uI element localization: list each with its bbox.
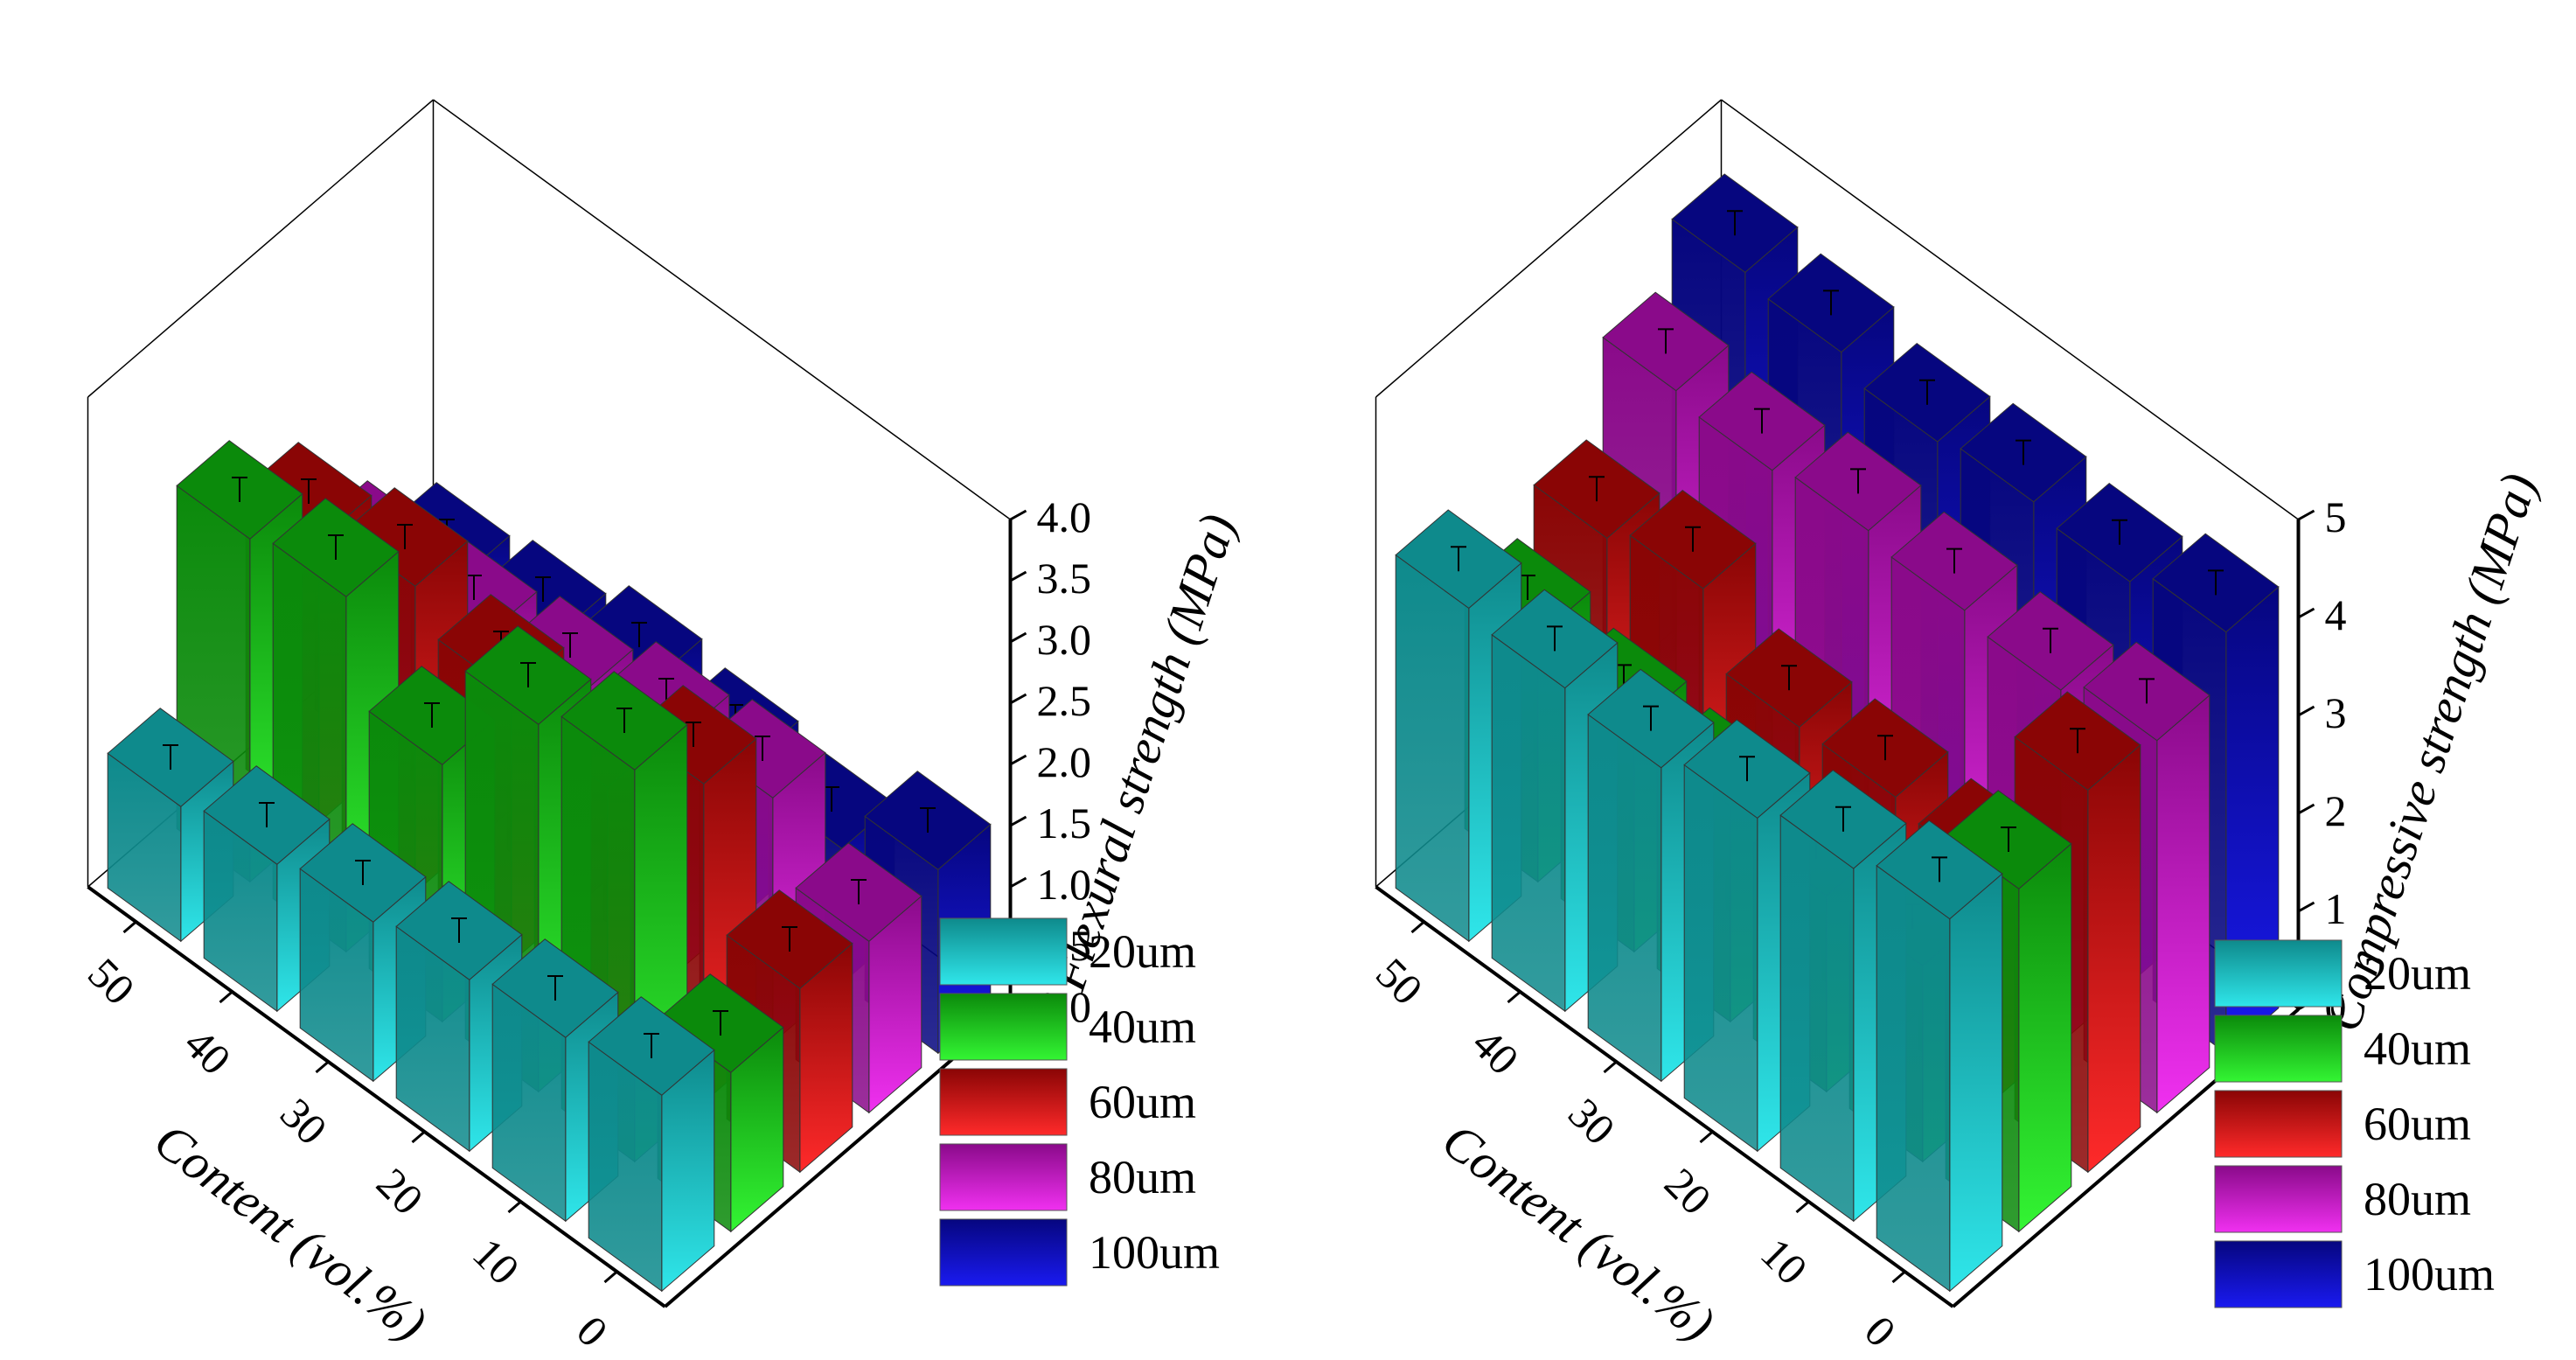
content-tick bbox=[1410, 920, 1425, 934]
content-tick bbox=[1699, 1130, 1714, 1144]
content-tick-label: 0 bbox=[1855, 1306, 1905, 1356]
strength-tick bbox=[1009, 631, 1027, 644]
bars bbox=[107, 440, 992, 1293]
content-tick-label: 10 bbox=[463, 1229, 529, 1294]
strength-tick-label: 5 bbox=[2325, 492, 2347, 541]
legend-swatch-80um bbox=[2214, 1165, 2343, 1233]
bars bbox=[1395, 173, 2280, 1293]
strength-tick bbox=[1009, 509, 1027, 521]
content-tick-label: 50 bbox=[1367, 949, 1432, 1015]
content-tick bbox=[1795, 1200, 1810, 1214]
content-tick bbox=[219, 990, 233, 1004]
content-tick bbox=[507, 1200, 522, 1214]
strength-tick-label: 3 bbox=[2325, 688, 2347, 737]
bar-20um-0 bbox=[588, 996, 715, 1293]
strength-tick bbox=[2297, 803, 2315, 815]
strength-tick bbox=[1009, 815, 1027, 827]
legend-swatch-20um bbox=[939, 917, 1068, 986]
strength-tick-label: 3.5 bbox=[1037, 554, 1092, 603]
content-tick bbox=[603, 1270, 618, 1284]
back-edge bbox=[433, 99, 1011, 520]
legend-swatch-40um bbox=[939, 993, 1068, 1061]
content-axis-line bbox=[1375, 885, 1954, 1308]
legend-swatch-100um bbox=[939, 1218, 1068, 1287]
strength-tick-label: 1.5 bbox=[1037, 799, 1092, 847]
strength-tick bbox=[1009, 693, 1027, 705]
content-tick-label: 0 bbox=[567, 1306, 617, 1356]
strength-tick-label: 2 bbox=[2325, 786, 2347, 835]
back-edge bbox=[87, 99, 434, 398]
strength-tick bbox=[1009, 570, 1027, 582]
flexural-strength-chart: 010203040500.00.51.01.52.02.53.03.54.0Co… bbox=[79, 99, 1247, 1357]
content-tick bbox=[122, 920, 137, 934]
content-tick-label: 30 bbox=[1559, 1089, 1625, 1154]
legend-swatch-40um bbox=[2214, 1015, 2343, 1083]
content-tick bbox=[411, 1130, 426, 1144]
strength-tick-label: 1.0 bbox=[1037, 860, 1092, 909]
content-tick bbox=[315, 1060, 330, 1074]
content-tick-label: 40 bbox=[175, 1019, 240, 1085]
content-tick-label: 20 bbox=[367, 1159, 433, 1224]
legend-swatch-20um bbox=[2214, 939, 2343, 1008]
legend-swatch-60um bbox=[2214, 1090, 2343, 1158]
legend-swatch-60um bbox=[939, 1068, 1068, 1136]
content-tick-label: 40 bbox=[1463, 1019, 1528, 1085]
legend-swatch-100um bbox=[2214, 1240, 2343, 1308]
legend: 20um 40um 60um 80um 100um bbox=[2214, 939, 2495, 1308]
content-tick-label: 30 bbox=[271, 1089, 337, 1154]
strength-tick bbox=[1009, 876, 1027, 889]
legend-label-80um: 80um bbox=[1089, 1151, 1196, 1203]
legend-label-60um: 60um bbox=[1089, 1076, 1196, 1128]
strength-tick-label: 3.0 bbox=[1037, 615, 1092, 664]
legend-label-100um: 100um bbox=[1089, 1226, 1220, 1279]
content-tick bbox=[1603, 1060, 1618, 1074]
legend-label-40um: 40um bbox=[1089, 1001, 1196, 1053]
strength-tick bbox=[2297, 509, 2315, 521]
strength-tick bbox=[2297, 901, 2315, 913]
strength-tick-label: 2.5 bbox=[1037, 676, 1092, 725]
legend-label-20um: 20um bbox=[2364, 947, 2471, 1000]
bar-20um-0 bbox=[1876, 819, 2003, 1293]
legend-label-80um: 80um bbox=[2364, 1173, 2471, 1225]
content-tick bbox=[1891, 1270, 1906, 1284]
content-tick-label: 20 bbox=[1655, 1159, 1721, 1224]
content-axis-line bbox=[87, 885, 666, 1308]
strength-tick bbox=[1009, 754, 1027, 766]
legend-label-20um: 20um bbox=[1089, 925, 1196, 978]
strength-tick-label: 1 bbox=[2325, 884, 2347, 933]
x-axis-title: Content (vol.%) bbox=[1432, 1112, 1725, 1352]
flexural-strength-plot: 010203040500.00.51.01.52.02.53.03.54.0Co… bbox=[79, 99, 1247, 1357]
compressive-strength-plot: 01020304050012345Content (vol.%)Compress… bbox=[1367, 99, 2548, 1357]
strength-tick bbox=[2297, 607, 2315, 619]
strength-tick bbox=[2297, 705, 2315, 717]
legend: 20um 40um 60um 80um 100um bbox=[939, 917, 1220, 1287]
legend-swatch-80um bbox=[939, 1143, 1068, 1211]
x-axis-title: Content (vol.%) bbox=[144, 1112, 437, 1352]
legend-label-40um: 40um bbox=[2364, 1022, 2471, 1075]
back-edge bbox=[1375, 99, 1722, 398]
strength-tick-label: 2.0 bbox=[1037, 737, 1092, 786]
legend-label-60um: 60um bbox=[2364, 1098, 2471, 1150]
compressive-strength-chart: 01020304050012345Content (vol.%)Compress… bbox=[1288, 0, 2576, 1360]
content-tick-label: 50 bbox=[79, 949, 144, 1015]
legend-label-100um: 100um bbox=[2364, 1248, 2495, 1301]
strength-tick-label: 4 bbox=[2325, 590, 2347, 639]
strength-tick-label: 4.0 bbox=[1037, 492, 1092, 541]
content-tick-label: 10 bbox=[1751, 1229, 1817, 1294]
content-tick bbox=[1507, 990, 1521, 1004]
back-edge bbox=[1721, 99, 2299, 520]
